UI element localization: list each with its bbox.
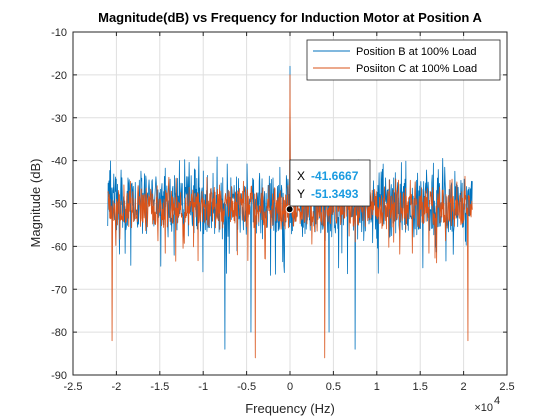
x-tick-label: 1 [374, 381, 380, 393]
y-tick-label: -90 [51, 370, 67, 382]
y-tick-label: -40 [51, 156, 67, 168]
x-exponent-power: 4 [494, 395, 500, 407]
x-tick-label: 0 [287, 381, 293, 393]
x-tick-label: -1 [198, 381, 208, 393]
datatip-marker[interactable] [286, 206, 293, 213]
x-tick-label: 2 [461, 381, 467, 393]
x-tick-label: -2 [112, 381, 122, 393]
y-tick-label: -70 [51, 284, 67, 296]
x-axis-label: Frequency (Hz) [245, 401, 335, 416]
datatip-x-value: -41.6667 [311, 169, 359, 183]
datatip-y-label: Y [297, 187, 305, 201]
y-tick-label: -20 [51, 70, 67, 82]
x-tick-label: -2.5 [64, 381, 83, 393]
legend[interactable]: Position B at 100% Load Posiiton C at 10… [307, 40, 500, 80]
datatip[interactable]: X -41.6667 Y -51.3493 [286, 160, 370, 213]
y-tick-label: -50 [51, 199, 67, 211]
legend-label-series-1: Posiiton C at 100% Load [356, 63, 477, 75]
datatip-y-value: -51.3493 [311, 187, 359, 201]
legend-label-series-0: Position B at 100% Load [356, 46, 476, 58]
x-tick-label: -0.5 [237, 381, 256, 393]
x-exponent-base: ×10 [474, 402, 493, 414]
y-tick-label: -10 [51, 27, 67, 39]
x-tick-label: 1.5 [413, 381, 428, 393]
y-tick-label: -30 [51, 113, 67, 125]
y-tick-label: -80 [51, 327, 67, 339]
datatip-x-label: X [297, 169, 305, 183]
x-tick-label: -1.5 [150, 381, 169, 393]
y-tick-labels: -10 -20 -30 -40 -50 -60 -70 -80 -90 [51, 27, 67, 382]
y-axis-label: Magnitude (dB) [28, 159, 43, 248]
chart-title: Magnitude(dB) vs Frequency for Induction… [98, 10, 482, 25]
x-tick-label: 2.5 [499, 381, 514, 393]
x-tick-label: 0.5 [326, 381, 341, 393]
y-tick-label: -60 [51, 241, 67, 253]
